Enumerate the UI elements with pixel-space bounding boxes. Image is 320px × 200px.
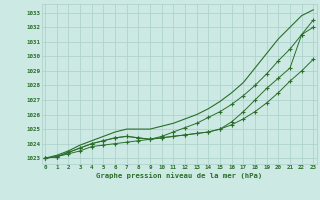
X-axis label: Graphe pression niveau de la mer (hPa): Graphe pression niveau de la mer (hPa) xyxy=(96,172,262,179)
